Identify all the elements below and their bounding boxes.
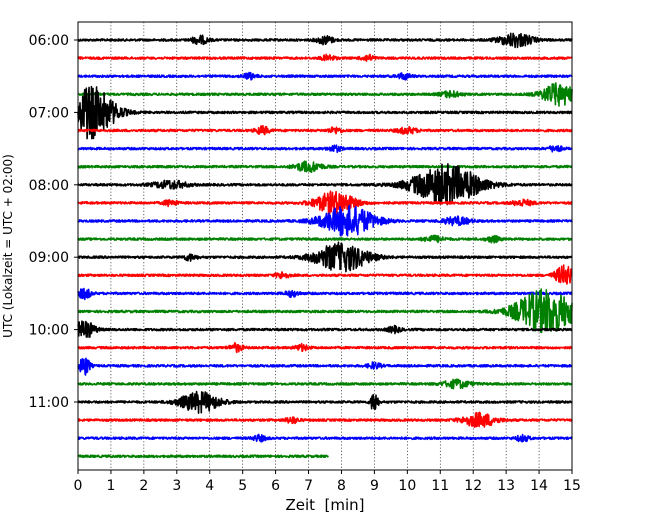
trace-0845	[77, 234, 573, 244]
x-tick-label-3: 3	[172, 478, 181, 494]
y-axis-label: UTC (Lokalzeit = UTC + 02:00)	[1, 154, 15, 338]
x-tick-label-5: 5	[238, 478, 247, 494]
trace-1015	[77, 342, 573, 354]
trace-0730	[77, 144, 573, 154]
y-tick-label-1100: 11:00	[29, 395, 69, 411]
trace-0630	[77, 71, 573, 81]
x-tick-label-6: 6	[271, 478, 280, 494]
x-tick-label-10: 10	[398, 478, 416, 494]
trace-1000	[77, 320, 573, 338]
y-tick-label-1000: 10:00	[29, 323, 69, 339]
trace-0930	[77, 287, 573, 301]
y-tick-label-0600: 06:00	[29, 33, 69, 49]
trace-1100	[77, 390, 573, 414]
x-axis-ticks: 0 1 2 3 4 5 6 7 8 9 10 11 12 13 14 15	[74, 470, 581, 494]
x-tick-label-7: 7	[304, 478, 313, 494]
x-tick-label-4: 4	[205, 478, 214, 494]
trace-0945	[77, 288, 573, 334]
y-tick-label-0900: 09:00	[29, 250, 69, 266]
trace-1130	[77, 433, 573, 443]
x-tick-label-14: 14	[530, 478, 548, 494]
trace-0915	[77, 264, 573, 285]
x-axis-label: Zeit [min]	[285, 496, 364, 514]
y-tick-label-0700: 07:00	[29, 105, 69, 121]
x-tick-label-2: 2	[139, 478, 148, 494]
x-tick-label-1: 1	[106, 478, 115, 494]
x-tick-label-15: 15	[563, 478, 581, 494]
trace-1115	[77, 411, 573, 428]
x-tick-label-9: 9	[370, 478, 379, 494]
trace-0815	[77, 190, 573, 215]
trace-0830	[77, 204, 573, 237]
y-axis-ticks: 06:00 07:00 08:00 09:00 10:00 11:00	[29, 33, 78, 411]
x-tick-label-11: 11	[431, 478, 449, 494]
x-tick-label-0: 0	[74, 478, 83, 494]
plot-frame	[77, 21, 573, 471]
x-tick-label-8: 8	[337, 478, 346, 494]
y-tick-label-0800: 08:00	[29, 178, 69, 194]
trace-group	[77, 32, 573, 459]
trace-0645	[77, 82, 573, 107]
trace-0800	[77, 163, 573, 206]
trace-1145	[77, 454, 329, 459]
trace-0745	[77, 160, 573, 173]
trace-0900	[77, 241, 573, 273]
trace-0700	[77, 85, 573, 140]
trace-1030	[77, 357, 573, 376]
x-tick-label-13: 13	[497, 478, 515, 494]
trace-0715	[77, 124, 573, 136]
trace-0615	[77, 53, 573, 62]
x-tick-label-12: 12	[464, 478, 482, 494]
trace-1045	[77, 378, 573, 390]
trace-0600	[77, 32, 573, 49]
